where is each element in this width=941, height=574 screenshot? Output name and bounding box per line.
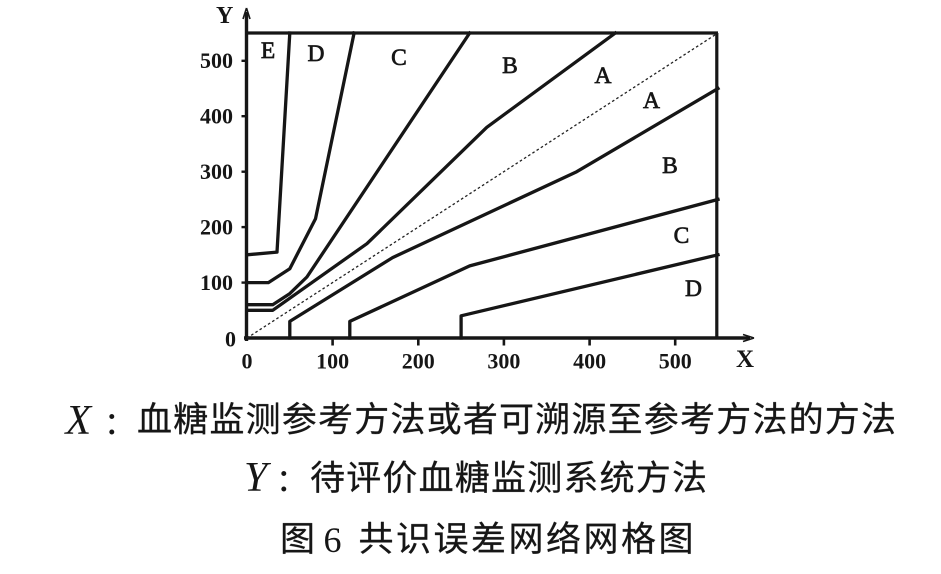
svg-text:6: 6 — [324, 520, 342, 560]
svg-text:300: 300 — [487, 349, 520, 374]
svg-text:X: X — [736, 346, 754, 373]
svg-text:200: 200 — [200, 215, 233, 240]
svg-text:A: A — [595, 63, 612, 89]
svg-text::: : — [106, 398, 118, 444]
svg-text:0: 0 — [225, 327, 236, 352]
svg-text::: : — [278, 455, 290, 501]
svg-text:Y: Y — [216, 3, 233, 29]
svg-text:C: C — [391, 45, 407, 71]
svg-text:500: 500 — [200, 48, 233, 73]
svg-text:0: 0 — [242, 349, 253, 374]
svg-text:C: C — [674, 223, 690, 249]
svg-text:E: E — [261, 38, 275, 64]
svg-text:B: B — [502, 53, 518, 79]
svg-text:400: 400 — [200, 104, 233, 129]
svg-text:Y: Y — [244, 455, 272, 501]
svg-text:A: A — [643, 88, 660, 114]
svg-text:400: 400 — [573, 349, 606, 374]
svg-text:200: 200 — [402, 349, 435, 374]
svg-text:D: D — [308, 41, 325, 67]
svg-text:100: 100 — [316, 349, 349, 374]
svg-text:B: B — [662, 153, 678, 179]
svg-text:300: 300 — [200, 159, 233, 184]
svg-text:500: 500 — [659, 349, 692, 374]
svg-text:100: 100 — [200, 270, 233, 295]
svg-text:D: D — [685, 276, 702, 302]
svg-text:X: X — [64, 398, 94, 444]
